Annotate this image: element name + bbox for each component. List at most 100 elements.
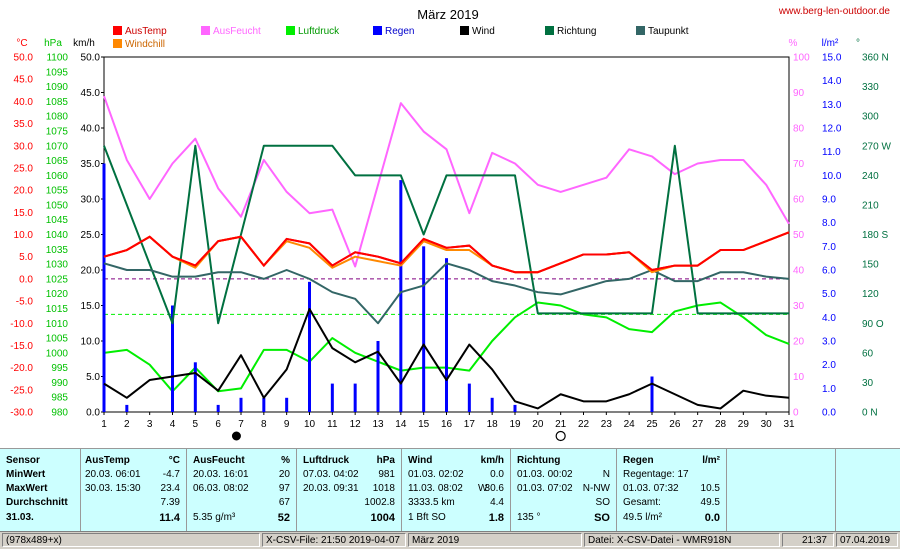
new-moon-icon bbox=[231, 431, 241, 441]
ausfeucht-min-time: 20.03. 16:01 bbox=[193, 469, 249, 480]
legend-label-taupunkt: Taupunkt bbox=[648, 26, 689, 37]
pressure-axis-tick-15: 1025 bbox=[46, 274, 69, 285]
pressure-axis-tick-2: 1090 bbox=[46, 82, 69, 93]
luftdruck-current-value: 1004 bbox=[370, 512, 395, 524]
rain-bar-day-6 bbox=[216, 404, 220, 412]
wind-axis-tick-2: 40.0 bbox=[81, 124, 101, 135]
legend-swatch-ausfeucht bbox=[201, 26, 210, 35]
ausfeucht-min-value: 20 bbox=[278, 469, 290, 480]
x-tick-label: 29 bbox=[738, 419, 750, 430]
humidity-axis-tick-0: 100 bbox=[793, 53, 810, 64]
regen-total-label: Gesamt: bbox=[623, 497, 661, 508]
pressure-axis-tick-22: 990 bbox=[51, 378, 68, 389]
direction-axis-tick-8: 120 bbox=[862, 289, 879, 300]
x-tick-label: 15 bbox=[418, 419, 430, 430]
pressure-axis-tick-21: 995 bbox=[51, 363, 68, 374]
full-moon-icon bbox=[555, 430, 566, 442]
wind-max-time: 11.03. 08:02 bbox=[408, 483, 463, 494]
header-sensor: Sensor bbox=[6, 455, 40, 466]
x-tick-label: 21 bbox=[555, 419, 567, 430]
statistics-table: Sensor MinWert MaxWert Durchschnitt 31.0… bbox=[0, 448, 900, 531]
status-bar: (978x489+x) X-CSV-File: 21:50 2019-04-07… bbox=[0, 531, 900, 549]
header-regen-unit: l/m² bbox=[702, 455, 720, 466]
wind-axis-tick-0: 50.0 bbox=[81, 53, 101, 64]
luftdruck-column: Luftdruck hPa 07.03. 04:02 981 20.03. 09… bbox=[297, 449, 402, 531]
humidity-axis-tick-6: 40 bbox=[793, 266, 805, 277]
wind-min-time: 01.03. 02:02 bbox=[408, 469, 464, 480]
series-line-taupunkt bbox=[103, 262, 790, 325]
row-label-min: MinWert bbox=[6, 469, 46, 480]
temp-axis-tick-1: 45.0 bbox=[14, 75, 34, 86]
temp-axis-tick-16: -30.0 bbox=[10, 408, 33, 419]
austemp-avg-value: 7.39 bbox=[160, 497, 180, 508]
sensor-column: Sensor MinWert MaxWert Durchschnitt 31.0… bbox=[0, 449, 81, 531]
rain-bar-day-17 bbox=[467, 383, 471, 412]
humidity-axis-tick-9: 10 bbox=[793, 372, 805, 383]
luftdruck-avg-value: 1002.8 bbox=[364, 497, 395, 508]
rain-axis-tick-6: 9.0 bbox=[822, 195, 836, 206]
rain-axis-tick-0: 15.0 bbox=[822, 53, 842, 64]
wind-axis-tick-1: 45.0 bbox=[81, 88, 101, 99]
status-month: März 2019 bbox=[408, 533, 582, 547]
wind-axis-tick-8: 10.0 bbox=[81, 337, 101, 348]
rain-bar-day-9 bbox=[285, 397, 289, 412]
austemp-max-time: 30.03. 15:30 bbox=[85, 483, 141, 494]
temp-axis-tick-11: -5.0 bbox=[16, 297, 34, 308]
pressure-axis-tick-6: 1070 bbox=[46, 141, 69, 152]
row-label-avg: Durchschnitt bbox=[6, 497, 68, 508]
direction-axis-tick-2: 300 bbox=[862, 112, 879, 123]
x-tick-label: 9 bbox=[284, 419, 290, 430]
direction-axis-tick-12: 0 N bbox=[862, 408, 878, 419]
regen-column: Regen l/m² Regentage: 17 01.03. 07:32 10… bbox=[617, 449, 727, 531]
direction-axis-tick-0: 360 N bbox=[862, 53, 889, 64]
temp-axis-tick-7: 15.0 bbox=[14, 208, 34, 219]
ausfeucht-column: AusFeucht % 20.03. 16:01 20 06.03. 08:02… bbox=[187, 449, 297, 531]
pressure-axis-tick-3: 1085 bbox=[46, 97, 69, 108]
temp-axis-tick-9: 5.0 bbox=[19, 252, 33, 263]
x-tick-label: 10 bbox=[304, 419, 316, 430]
ausfeucht-max-value: 97 bbox=[278, 483, 290, 494]
header-ausfeucht: AusFeucht bbox=[193, 455, 245, 466]
pressure-axis-tick-18: 1010 bbox=[46, 319, 69, 330]
x-tick-label: 30 bbox=[761, 419, 773, 430]
temp-axis-tick-13: -15.0 bbox=[10, 341, 33, 352]
rain-bar-day-2 bbox=[125, 404, 129, 412]
direction-axis-tick-3: 270 W bbox=[862, 141, 891, 152]
x-tick-label: 25 bbox=[646, 419, 658, 430]
richtung-max-time: 01.03. 07:02 bbox=[517, 483, 573, 494]
x-tick-label: 3 bbox=[147, 419, 153, 430]
absolute-humidity: 5.35 g/m³ bbox=[193, 512, 236, 523]
legend-label-richtung: Richtung bbox=[557, 26, 596, 37]
rain-axis-tick-11: 4.0 bbox=[822, 313, 836, 324]
pressure-axis-tick-14: 1030 bbox=[46, 260, 69, 271]
wind-axis-tick-5: 25.0 bbox=[81, 230, 101, 241]
rain-bar-day-14 bbox=[399, 180, 403, 412]
x-tick-label: 28 bbox=[715, 419, 727, 430]
status-datei: Datei: X-CSV-Datei - WMR918N bbox=[584, 533, 780, 547]
x-tick-label: 4 bbox=[170, 419, 176, 430]
pressure-axis-tick-7: 1065 bbox=[46, 156, 69, 167]
humidity-axis-tick-4: 60 bbox=[793, 195, 805, 206]
rain-bar-day-7 bbox=[239, 397, 243, 412]
rain-bar-day-13 bbox=[376, 341, 380, 412]
x-tick-label: 2 bbox=[124, 419, 130, 430]
legend-label-austemp: AusTemp bbox=[125, 26, 167, 37]
pressure-axis-tick-23: 985 bbox=[51, 393, 68, 404]
regen-month-sum: 49.5 l/m² bbox=[623, 512, 662, 523]
series-line-austemp-top bbox=[103, 231, 790, 274]
rain-axis-tick-8: 7.0 bbox=[822, 242, 836, 253]
ausfeucht-avg-value: 67 bbox=[278, 497, 290, 508]
x-tick-label: 13 bbox=[372, 419, 384, 430]
axis-labels: 50.045.040.035.030.025.020.015.010.05.00… bbox=[10, 38, 891, 442]
rain-axis-tick-14: 1.0 bbox=[822, 384, 836, 395]
rain-bar-day-8 bbox=[262, 397, 266, 412]
luftdruck-min-value: 981 bbox=[378, 469, 395, 480]
pressure-axis-tick-8: 1060 bbox=[46, 171, 69, 182]
regen-max-value: 10.5 bbox=[700, 483, 720, 494]
humidity-axis-tick-8: 20 bbox=[793, 337, 805, 348]
legend-label-luftdruck: Luftdruck bbox=[298, 26, 340, 37]
legend-swatch-taupunkt bbox=[636, 26, 645, 35]
rain-bar-day-1 bbox=[102, 163, 106, 412]
rain-axis-tick-13: 2.0 bbox=[822, 360, 836, 371]
pressure-axis-tick-16: 1020 bbox=[46, 289, 69, 300]
